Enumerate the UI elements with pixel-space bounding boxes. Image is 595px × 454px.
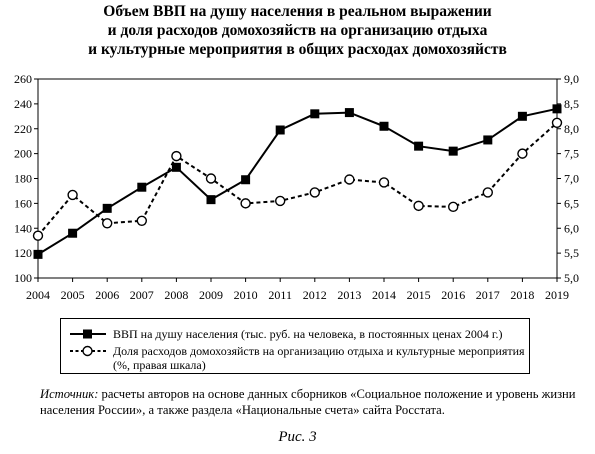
x-tick-label: 2017 <box>476 288 500 302</box>
data-point-gdp <box>448 146 458 156</box>
data-point-gdp <box>310 109 320 119</box>
data-point-share <box>171 150 182 162</box>
figure-caption: Рис. 3 <box>278 429 317 445</box>
data-point-share <box>67 189 78 201</box>
y-left-tick-label: 180 <box>14 172 32 186</box>
legend-swatch-solid-square <box>70 329 106 339</box>
data-point-gdp <box>171 162 181 172</box>
data-point-share <box>275 195 286 207</box>
legend-label-share: Доля расходов домохозяйств на организаци… <box>113 344 525 372</box>
chart-title-line: и культурные мероприятия в общих расхода… <box>88 41 507 58</box>
x-tick-label: 2007 <box>130 288 154 302</box>
data-point-gdp <box>344 108 354 118</box>
y-right-tick-label: 6,0 <box>564 221 579 235</box>
y-left-tick-label: 140 <box>14 221 32 235</box>
y-left-tick-label: 120 <box>14 246 32 260</box>
chart-legend: ВВП на душу населения (тыс. руб. на чело… <box>60 318 530 374</box>
x-tick-label: 2009 <box>199 288 223 302</box>
data-point-share <box>378 177 390 188</box>
data-point-gdp <box>517 111 527 121</box>
legend-label-gdp: ВВП на душу населения (тыс. руб. на чело… <box>113 327 503 341</box>
x-tick-label: 2019 <box>545 288 569 302</box>
source-label: Источник: <box>40 387 99 401</box>
y-right-tick-label: 8,0 <box>564 122 579 136</box>
source-text: расчеты авторов на основе данных сборник… <box>40 387 576 417</box>
legend-swatch-dashed-circle <box>70 345 106 357</box>
data-point-gdp <box>206 195 216 205</box>
data-point-share <box>240 198 251 209</box>
y-left-tick-label: 100 <box>14 271 32 285</box>
x-tick-label: 2010 <box>234 288 258 302</box>
data-point-share <box>448 201 459 213</box>
data-point-share <box>344 174 355 185</box>
x-tick-label: 2004 <box>26 288 50 302</box>
data-point-share <box>32 230 44 241</box>
legend-item-gdp: ВВП на душу населения (тыс. руб. на чело… <box>69 327 502 341</box>
data-point-share <box>482 187 493 198</box>
data-point-gdp <box>33 249 43 259</box>
source-note: Источник: расчеты авторов на основе данн… <box>40 386 580 418</box>
y-left-tick-label: 240 <box>14 97 32 111</box>
x-tick-label: 2016 <box>441 288 465 302</box>
data-point-gdp <box>275 125 285 135</box>
y-right-tick-label: 9,0 <box>564 72 579 86</box>
data-point-gdp <box>102 203 112 213</box>
legend-item-share: Доля расходов домохозяйств на организаци… <box>69 344 525 372</box>
y-left-tick-label: 260 <box>14 72 32 86</box>
y-right-tick-label: 8,5 <box>564 97 579 111</box>
plot-frame <box>37 78 558 279</box>
line-chart: 100 120 140 160 180 200 220 240 260 5,0 5,5 6,0 6,5 7… <box>14 72 579 302</box>
y-right-tick-label: 5,5 <box>564 246 579 260</box>
chart-title: Объем ВВП на душу населения в реальном в… <box>0 2 595 59</box>
y-right-tick-label: 7,5 <box>564 147 579 161</box>
data-point-share <box>101 218 113 229</box>
series-line-gdp <box>37 107 558 256</box>
y-right-tick-label: 5,0 <box>564 271 579 285</box>
y-right-tick-label: 7,0 <box>564 172 579 186</box>
data-point-share <box>309 187 320 198</box>
x-tick-label: 2012 <box>303 288 327 302</box>
x-tick-label: 2014 <box>372 288 396 302</box>
x-tick-label: 2006 <box>95 288 119 302</box>
y-left-tick-label: 160 <box>14 196 32 210</box>
data-point-gdp <box>414 141 424 151</box>
data-point-gdp <box>68 228 78 238</box>
chart-title-line: Объем ВВП на душу населения в реальном в… <box>103 3 492 20</box>
data-point-share <box>136 215 148 226</box>
data-point-gdp <box>552 104 562 114</box>
data-point-gdp <box>379 121 389 131</box>
series-line-share <box>37 122 558 237</box>
x-tick-label: 2013 <box>337 288 361 302</box>
legend-label-share-line2: (%, правая шкала) <box>113 358 206 372</box>
data-point-gdp <box>241 175 251 185</box>
data-point-share <box>517 148 528 159</box>
chart-title-line: и доля расходов домохозяйств на организа… <box>107 22 488 39</box>
x-tick-label: 2011 <box>268 288 292 302</box>
y-right-tick-label: 6,5 <box>564 196 579 210</box>
data-point-share <box>413 200 424 212</box>
x-tick-label: 2015 <box>407 288 431 302</box>
x-tick-label: 2005 <box>61 288 85 302</box>
y-left-tick-label: 220 <box>14 122 32 136</box>
y-left-tick-label: 200 <box>14 147 32 161</box>
x-tick-label: 2008 <box>164 288 188 302</box>
data-point-gdp <box>483 135 493 145</box>
x-tick-label: 2018 <box>510 288 534 302</box>
legend-label-share-line1: Доля расходов домохозяйств на организаци… <box>113 344 525 358</box>
data-point-gdp <box>137 182 147 192</box>
data-point-share <box>551 117 563 128</box>
data-point-share <box>205 173 217 184</box>
